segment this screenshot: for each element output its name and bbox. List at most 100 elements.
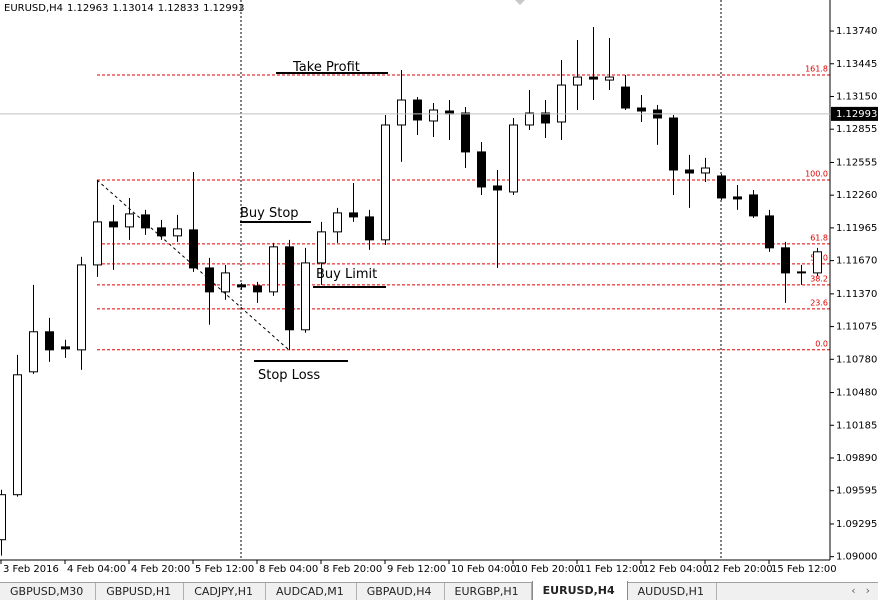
header-value: 1.12993 bbox=[203, 3, 245, 14]
annotation: Buy Stop bbox=[240, 206, 299, 221]
candle-body bbox=[285, 246, 294, 331]
axes: 1.13740 1.13445 1.13150 1.12855 1.12555 1.122… bbox=[0, 26, 878, 575]
header-value: 1.12833 bbox=[157, 3, 200, 14]
candles bbox=[0, 27, 822, 556]
tab[interactable]: EURUSD,H4 bbox=[531, 581, 628, 600]
fib-label: 23.6 bbox=[810, 298, 828, 307]
candle-body bbox=[781, 247, 790, 274]
tab[interactable]: AUDCAD,M1 bbox=[266, 583, 357, 600]
chart-header: EURUSD,H4 1.12963 1.13014 1.12833 1.12993 bbox=[4, 3, 244, 14]
tab[interactable]: AUDUSD,H1 bbox=[628, 583, 717, 600]
fib-label: 100.0 bbox=[805, 169, 828, 178]
y-tick-label: 1.13445 bbox=[836, 59, 877, 70]
candle-body bbox=[413, 99, 422, 121]
x-tick-label: 15 Feb 12:00 bbox=[771, 564, 837, 575]
y-tick-label: 1.09595 bbox=[836, 486, 877, 497]
candle-body bbox=[749, 194, 758, 217]
x-tick-label: 8 Feb 04:00 bbox=[259, 564, 318, 575]
x-tick-label: 10 Feb 20:00 bbox=[515, 564, 581, 575]
candle-body bbox=[365, 216, 374, 241]
tab[interactable]: CADJPY,H1 bbox=[184, 583, 266, 600]
candle-body bbox=[333, 212, 342, 233]
chart-shift-marker bbox=[515, 0, 525, 5]
candle-body bbox=[605, 76, 614, 81]
y-tick-label: 1.10780 bbox=[836, 354, 877, 365]
y-tick-label: 1.10480 bbox=[836, 388, 877, 399]
x-tick-label: 9 Feb 12:00 bbox=[387, 564, 446, 575]
x-tick-label: 4 Feb 04:00 bbox=[67, 564, 126, 575]
tab[interactable]: EURGBP,H1 bbox=[445, 583, 532, 600]
y-tick-label: 1.11965 bbox=[836, 223, 877, 234]
candle-body bbox=[61, 346, 70, 350]
candle-body bbox=[493, 185, 502, 191]
candle-body bbox=[637, 107, 646, 112]
candle-body bbox=[349, 212, 358, 218]
candle-body bbox=[701, 167, 710, 174]
candle-body bbox=[525, 112, 534, 126]
x-tick-label: 4 Feb 20:00 bbox=[131, 564, 190, 575]
x-tick-label: 12 Feb 04:00 bbox=[643, 564, 709, 575]
tab[interactable]: GBPAUD,H4 bbox=[357, 583, 445, 600]
annotation: Buy Limit bbox=[316, 267, 377, 282]
candle-body bbox=[221, 272, 230, 293]
candle-body bbox=[573, 76, 582, 86]
annotation: Take Profit bbox=[292, 60, 360, 75]
candle-body bbox=[13, 374, 22, 496]
y-tick-label: 1.13150 bbox=[836, 91, 877, 102]
x-tick-label: 3 Feb 2016 bbox=[3, 564, 59, 575]
fib-label: 61.8 bbox=[810, 233, 828, 242]
x-tick-label: 12 Feb 20:00 bbox=[707, 564, 773, 575]
candle-body bbox=[157, 227, 166, 237]
y-tick-label: 1.12260 bbox=[836, 190, 877, 201]
x-tick-label: 5 Feb 12:00 bbox=[195, 564, 254, 575]
y-tick-label: 1.11370 bbox=[836, 289, 877, 300]
annotation: Stop Loss bbox=[258, 368, 320, 383]
candle-body bbox=[253, 285, 262, 293]
tab-scroll: ‹ › bbox=[851, 583, 878, 600]
fib-label: 38.2 bbox=[810, 274, 828, 283]
x-tick-label: 8 Feb 20:00 bbox=[323, 564, 382, 575]
candle-body bbox=[461, 112, 470, 153]
symbol: EURUSD,H4 bbox=[4, 3, 64, 14]
candle-body bbox=[109, 221, 118, 228]
candle-body bbox=[237, 284, 246, 288]
candle-body bbox=[269, 246, 278, 293]
y-tick-label: 1.13740 bbox=[836, 26, 877, 37]
candle-body bbox=[509, 124, 518, 193]
scroll-arrow[interactable]: ‹ bbox=[851, 584, 856, 597]
candle-body bbox=[589, 76, 598, 80]
candle-body bbox=[205, 267, 214, 293]
candle-body bbox=[685, 169, 694, 174]
candle-body bbox=[301, 262, 310, 331]
x-tick-label: 11 Feb 12:00 bbox=[579, 564, 645, 575]
candle-body bbox=[397, 99, 406, 126]
y-tick-label: 1.11670 bbox=[836, 256, 877, 267]
y-tick-label: 1.09890 bbox=[836, 453, 877, 464]
fib-label: 161.8 bbox=[805, 64, 828, 73]
scroll-arrow[interactable]: › bbox=[865, 584, 870, 597]
candle-body bbox=[765, 215, 774, 249]
tab[interactable]: GBPUSD,H1 bbox=[96, 583, 185, 600]
y-tick-label: 1.09295 bbox=[836, 519, 877, 530]
candle-body bbox=[621, 86, 630, 109]
y-tick-label: 1.10185 bbox=[836, 420, 877, 431]
bid-label-box bbox=[831, 106, 878, 121]
candle-body bbox=[29, 331, 38, 373]
y-tick-label: 1.12555 bbox=[836, 157, 877, 168]
tab[interactable]: GBPUSD,M30 bbox=[0, 583, 97, 600]
candle-body bbox=[0, 494, 6, 541]
y-tick-label: 1.09000 bbox=[836, 552, 877, 563]
bid-label: 1.12993 bbox=[836, 109, 877, 120]
candle-body bbox=[189, 229, 198, 269]
candle-body bbox=[173, 228, 182, 237]
fib-label: 0.0 bbox=[815, 339, 828, 348]
candle-body bbox=[381, 124, 390, 241]
candle-body bbox=[717, 175, 726, 199]
candle-body bbox=[125, 213, 134, 228]
x-tick-label: 10 Feb 04:00 bbox=[451, 564, 517, 575]
